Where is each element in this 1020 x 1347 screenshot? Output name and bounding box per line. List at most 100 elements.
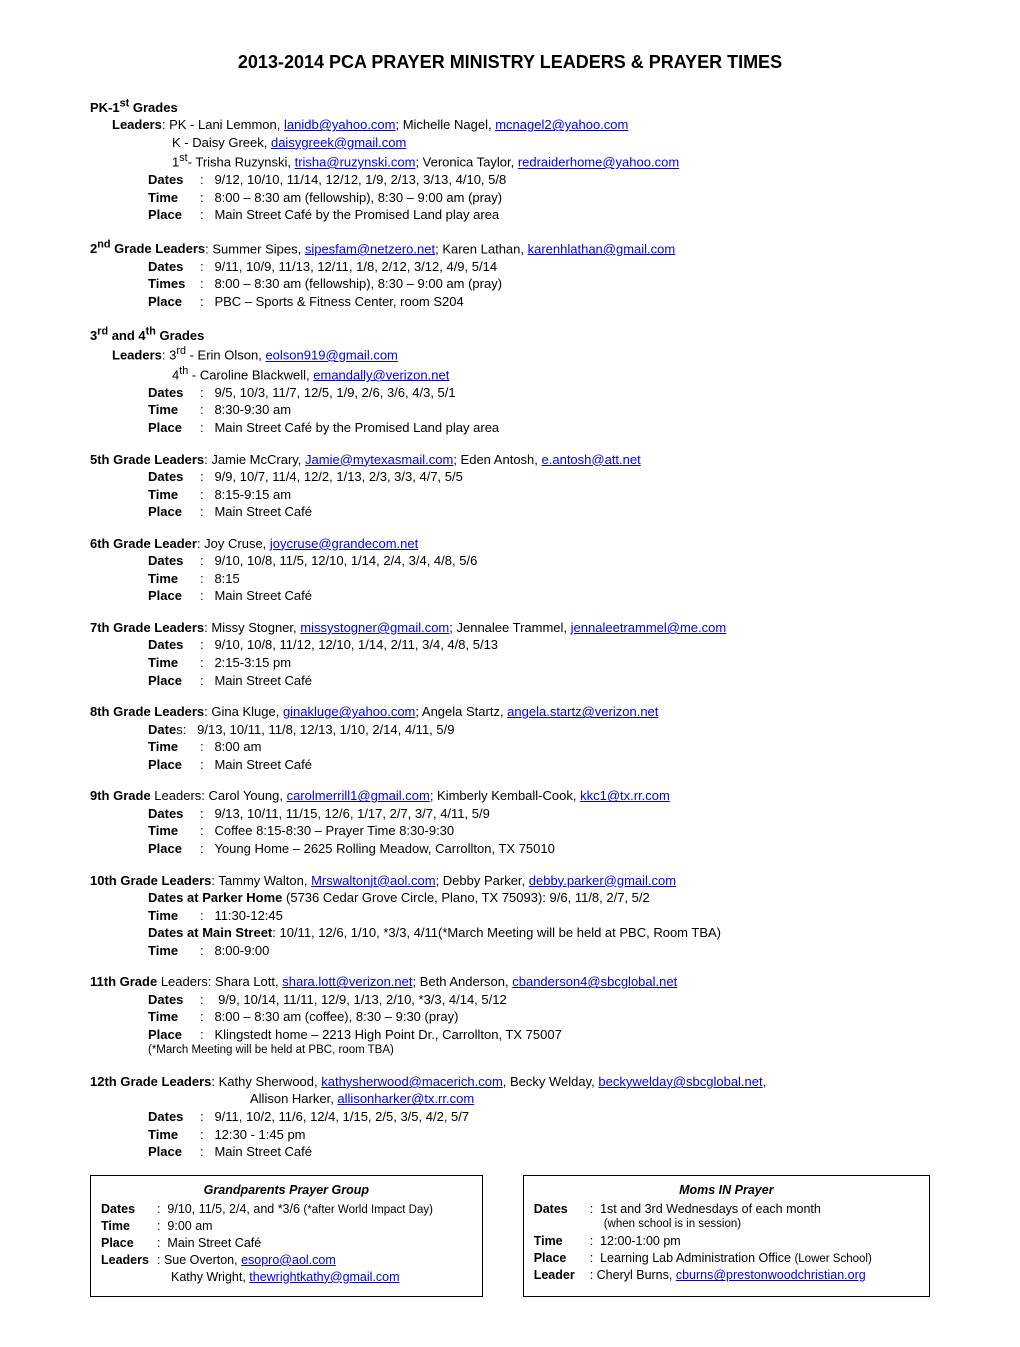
footer-boxes: Grandparents Prayer Group Dates: 9/10, 1… — [90, 1175, 930, 1297]
g34-heading: 3rd and 4th Grades — [90, 328, 204, 343]
text: ; Jennalee Trammel, — [449, 620, 570, 635]
dates-row: Dates: 9/10, 11/5, 2/4, and *3/6 (*after… — [101, 1201, 472, 1219]
text: : Summer Sipes, — [205, 241, 305, 256]
text: ; Kimberly Kemball-Cook, — [430, 788, 580, 803]
email-link[interactable]: trisha@ruzynski.com — [295, 155, 416, 170]
g12-heading: 12th Grade Leaders — [90, 1074, 211, 1089]
place-row: Place: Young Home – 2625 Rolling Meadow,… — [90, 840, 930, 858]
email-link[interactable]: kkc1@tx.rr.com — [580, 788, 670, 803]
section-g5: 5th Grade Leaders: Jamie McCrary, Jamie@… — [90, 451, 930, 521]
ms-dates: Dates at Main Street: 10/11, 12/6, 1/10,… — [90, 924, 930, 942]
email-link[interactable]: sipesfam@netzero.net — [305, 241, 435, 256]
email-link[interactable]: jennaleetrammel@me.com — [571, 620, 727, 635]
text: , Becky Welday, — [503, 1074, 599, 1089]
email-link[interactable]: ginakluge@yahoo.com — [283, 704, 415, 719]
email-link[interactable]: Jamie@mytexasmail.com — [305, 452, 453, 467]
g2-heading: 2nd Grade Leaders — [90, 241, 205, 256]
g8-heading: 8th Grade Leaders — [90, 704, 204, 719]
email-link[interactable]: carolmerrill1@gmail.com — [287, 788, 430, 803]
dates-row: Dates: 9/12, 10/10, 11/14, 12/12, 1/9, 2… — [90, 171, 930, 189]
time-row: Time: 2:15-3:15 pm — [90, 654, 930, 672]
place-row: Place: Main Street Café — [101, 1235, 472, 1252]
box-title: Grandparents Prayer Group — [101, 1182, 472, 1199]
dates-sub: (when school is in session) — [534, 1217, 919, 1233]
email-link[interactable]: missystogner@gmail.com — [300, 620, 449, 635]
g10-heading: 10th Grade Leaders — [90, 873, 211, 888]
email-link[interactable]: e.antosh@att.net — [542, 452, 641, 467]
text: ; Angela Startz, — [415, 704, 507, 719]
email-link[interactable]: debby.parker@gmail.com — [529, 873, 676, 888]
text: : Gina Kluge, — [204, 704, 283, 719]
dates-row: Dates: 9/5, 10/3, 11/7, 12/5, 1/9, 2/6, … — [90, 384, 930, 402]
page-title: 2013-2014 PCA PRAYER MINISTRY LEADERS & … — [90, 50, 930, 74]
dates-row: Dates: 9/11, 10/9, 11/13, 12/11, 1/8, 2/… — [90, 258, 930, 276]
text: ; Eden Antosh, — [453, 452, 541, 467]
email-link[interactable]: daisygreek@gmail.com — [271, 135, 406, 150]
email-link[interactable]: allisonharker@tx.rr.com — [337, 1091, 474, 1106]
section-g11: 11th Grade Leaders: Shara Lott, shara.lo… — [90, 973, 930, 1059]
email-link[interactable]: angela.startz@verizon.net — [507, 704, 658, 719]
place-row: Place: Klingstedt home – 2213 High Point… — [90, 1026, 930, 1044]
time-row: Time: 8:00 am — [90, 738, 930, 756]
place-row: Place: Main Street Café — [90, 503, 930, 521]
time-row: Time: 8:15 — [90, 570, 930, 588]
time-row: Time: 8:00 – 8:30 am (coffee), 8:30 – 9:… — [90, 1008, 930, 1026]
grandparents-box: Grandparents Prayer Group Dates: 9/10, 1… — [90, 1175, 483, 1297]
place-row: Place: Main Street Café by the Promised … — [90, 206, 930, 224]
pk-leader-text: : PK - Lani Lemmon, — [162, 117, 284, 132]
parker-dates: Dates at Parker Home (5736 Cedar Grove C… — [90, 889, 930, 907]
email-link[interactable]: esopro@aol.com — [241, 1253, 336, 1267]
text: : Joy Cruse, — [197, 536, 270, 551]
section-g34: 3rd and 4th Grades Leaders: 3rd - Erin O… — [90, 324, 930, 436]
section-pk1: PK-1st Grades Leaders: PK - Lani Lemmon,… — [90, 96, 930, 223]
g6-heading: 6th Grade Leader — [90, 536, 197, 551]
note-row: (*March Meeting will be held at PBC, roo… — [90, 1043, 930, 1059]
place-row: Place: PBC – Sports & Fitness Center, ro… — [90, 293, 930, 311]
text: ; Debby Parker, — [436, 873, 529, 888]
email-link[interactable]: joycruse@grandecom.net — [270, 536, 418, 551]
leaders-row2: Kathy Wright, thewrightkathy@gmail.com — [101, 1269, 472, 1286]
dates-row: Dates: 9/10, 10/8, 11/5, 12/10, 1/14, 2/… — [90, 552, 930, 570]
dates-row: Dates: 9/11, 10/2, 11/6, 12/4, 1/15, 2/5… — [90, 1108, 930, 1126]
place-row: Place: Main Street Café by the Promised … — [90, 419, 930, 437]
text: : Missy Stogner, — [204, 620, 300, 635]
place-row: Place: Main Street Café — [90, 1143, 930, 1161]
email-link[interactable]: cbanderson4@sbcglobal.net — [512, 974, 677, 989]
g9-heading: 9th Grade — [90, 788, 151, 803]
email-link[interactable]: cburns@prestonwoodchristian.org — [676, 1268, 866, 1282]
pk1-heading: PK-1st Grades — [90, 100, 178, 115]
email-link[interactable]: Mrswaltonjt@aol.com — [311, 873, 435, 888]
email-link[interactable]: thewrightkathy@gmail.com — [249, 1270, 399, 1284]
email-link[interactable]: lanidb@yahoo.com — [284, 117, 395, 132]
time-row: Time: 12:30 - 1:45 pm — [90, 1126, 930, 1144]
place-row: Place: Main Street Café — [90, 756, 930, 774]
email-link[interactable]: beckywelday@sbcglobal.net — [598, 1074, 762, 1089]
g12-line2: Allison Harker, allisonharker@tx.rr.com — [90, 1090, 930, 1108]
email-link[interactable]: shara.lott@verizon.net — [282, 974, 412, 989]
text: Leaders: Carol Young, — [151, 788, 287, 803]
email-link[interactable]: eolson919@gmail.com — [265, 348, 397, 363]
email-link[interactable]: mcnagel2@yahoo.com — [495, 117, 628, 132]
box-title: Moms IN Prayer — [534, 1182, 919, 1199]
text: ; Beth Anderson, — [413, 974, 513, 989]
time-row: Time: 8:30-9:30 am — [90, 401, 930, 419]
section-g9: 9th Grade Leaders: Carol Young, carolmer… — [90, 787, 930, 857]
leaders-label: Leaders — [112, 117, 162, 132]
dates-row: Dates: 9/10, 10/8, 11/12, 12/10, 1/14, 2… — [90, 636, 930, 654]
time-row: Time: 12:00-1:00 pm — [534, 1233, 919, 1250]
email-link[interactable]: kathysherwood@macerich.com — [321, 1074, 503, 1089]
leaders-row: Leaders: Sue Overton, esopro@aol.com — [101, 1252, 472, 1269]
time-row: Time: 8:00 – 8:30 am (fellowship), 8:30 … — [90, 189, 930, 207]
k-line: K - Daisy Greek, daisygreek@gmail.com — [90, 134, 930, 152]
section-g7: 7th Grade Leaders: Missy Stogner, missys… — [90, 619, 930, 689]
email-link[interactable]: karenhlathan@gmail.com — [528, 241, 676, 256]
dates-row: Dates: 9/13, 10/11, 11/8, 12/13, 1/10, 2… — [90, 721, 930, 739]
times-row: Times: 8:00 – 8:30 am (fellowship), 8:30… — [90, 275, 930, 293]
email-link[interactable]: redraiderhome@yahoo.com — [518, 155, 679, 170]
email-link[interactable]: emandally@verizon.net — [313, 367, 449, 382]
dates-row: Dates: 9/13, 10/11, 11/15, 12/6, 1/17, 2… — [90, 805, 930, 823]
text: : Jamie McCrary, — [204, 452, 305, 467]
place-row: Place: Learning Lab Administration Offic… — [534, 1250, 919, 1268]
g34-leaders: Leaders: 3rd - Erin Olson, eolson919@gma… — [90, 344, 930, 364]
section-g2: 2nd Grade Leaders: Summer Sipes, sipesfa… — [90, 238, 930, 311]
